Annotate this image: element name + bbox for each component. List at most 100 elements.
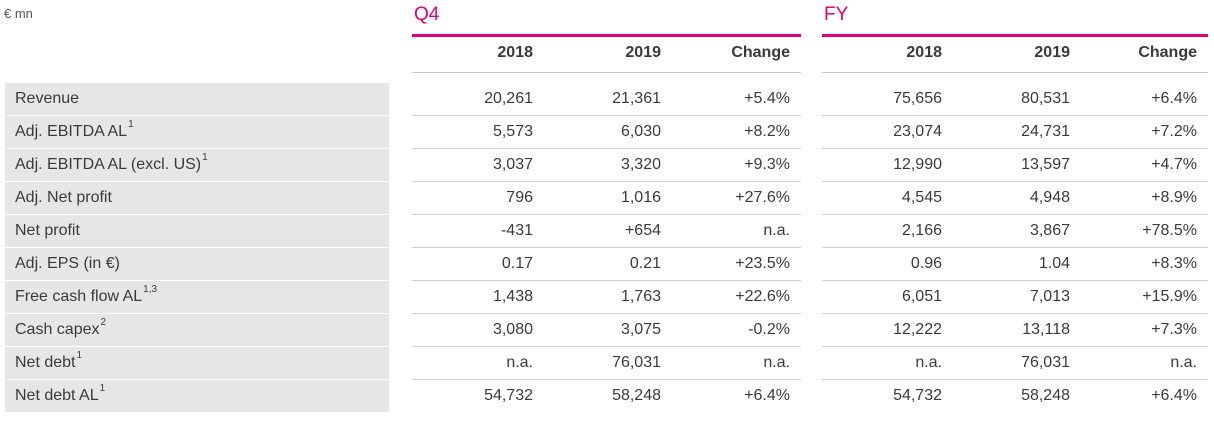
row-label: Net profit (5, 215, 389, 247)
fy-cell-change: +6.4% (1151, 387, 1197, 404)
fy-cell-2019: 7,013 (1029, 288, 1070, 305)
footnote-marker: 1 (76, 350, 83, 361)
row-label-text: Net profit (15, 222, 80, 239)
q4-header-rule (412, 72, 801, 73)
row-label-text: Adj. EBITDA AL (excl. US) (15, 156, 202, 173)
q4-cell-2018: 1,438 (492, 288, 533, 305)
q4-cell-2018: 3,037 (492, 156, 533, 173)
q4-cell-change: n.a. (763, 354, 790, 371)
q4-cell-change: +9.3% (744, 156, 790, 173)
q4-cell-2018: n.a. (506, 354, 533, 371)
footnote-marker: 1 (99, 383, 106, 394)
row-divider (412, 346, 801, 347)
q4-cell-change: n.a. (763, 222, 790, 239)
fy-header-2018: 2018 (906, 44, 942, 61)
row-divider (412, 115, 801, 116)
unit-label: € mn (4, 6, 33, 21)
q4-cell-change: +27.6% (735, 189, 790, 206)
fy-cell-change: +15.9% (1142, 288, 1197, 305)
row-label-text: Adj. Net profit (15, 189, 112, 206)
footnote-marker: 2 (100, 317, 107, 328)
row-label-text: Cash capex (15, 321, 100, 338)
fy-cell-2019: 3,867 (1029, 222, 1070, 239)
fy-cell-2019: 1.04 (1038, 255, 1070, 272)
fy-title: FY (824, 4, 849, 25)
fy-header-2019: 2019 (1034, 44, 1070, 61)
q4-header-change: Change (731, 44, 790, 61)
q4-cell-2018: 0.17 (501, 255, 533, 272)
q4-cell-change: -0.2% (748, 321, 790, 338)
row-label-text: Net debt AL (15, 387, 99, 404)
fy-cell-2018: n.a. (915, 354, 942, 371)
q4-cell-2019: 1,763 (620, 288, 661, 305)
fy-cell-change: n.a. (1170, 354, 1197, 371)
q4-cell-2018: -431 (500, 222, 533, 239)
q4-title: Q4 (414, 4, 440, 25)
row-divider (822, 313, 1208, 314)
row-divider (822, 214, 1208, 215)
fy-cell-2018: 0.96 (910, 255, 942, 272)
row-label: Net debt1 (5, 347, 389, 379)
fy-cell-change: +7.3% (1151, 321, 1197, 338)
fy-cell-change: +8.9% (1151, 189, 1197, 206)
q4-cell-2019: 21,361 (612, 90, 661, 107)
q4-cell-change: +8.2% (744, 123, 790, 140)
fy-cell-change: +7.2% (1151, 123, 1197, 140)
fy-cell-2018: 6,051 (901, 288, 942, 305)
row-label: Cash capex2 (5, 314, 389, 346)
footnote-marker: 1 (128, 119, 134, 130)
q4-cell-2019: 0.21 (629, 255, 661, 272)
footnote-marker: 1,3 (143, 284, 158, 295)
footnote-marker: 1 (202, 152, 208, 163)
q4-cell-2018: 3,080 (492, 321, 533, 338)
q4-cell-2019: 1,016 (620, 189, 661, 206)
row-label: Adj. EBITDA AL1 (5, 116, 389, 148)
q4-cell-2019: 6,030 (620, 123, 661, 140)
row-label: Adj. Net profit (5, 182, 389, 214)
q4-cell-2019: 76,031 (612, 354, 661, 371)
q4-cell-2019: +654 (624, 222, 661, 239)
fy-header-rule (822, 72, 1208, 73)
q4-cell-2019: 3,075 (620, 321, 661, 338)
fy-cell-2019: 58,248 (1021, 387, 1070, 404)
fy-cell-change: +4.7% (1151, 156, 1197, 173)
fy-cell-change: +78.5% (1142, 222, 1197, 239)
row-divider (822, 346, 1208, 347)
row-divider (412, 148, 801, 149)
row-label: Adj. EPS (in €) (5, 248, 389, 280)
q4-cell-change: +5.4% (744, 90, 790, 107)
fy-cell-2018: 23,074 (893, 123, 942, 140)
row-label-text: Free cash flow AL (15, 288, 143, 305)
row-divider (822, 148, 1208, 149)
fy-cell-2019: 80,531 (1021, 90, 1070, 107)
row-label-text: Revenue (15, 90, 80, 107)
row-label: Adj. EBITDA AL (excl. US)1 (5, 149, 389, 181)
fy-accent-line (822, 34, 1208, 37)
q4-cell-2018: 54,732 (484, 387, 533, 404)
row-label: Free cash flow AL1,3 (5, 281, 389, 313)
q4-header-2019: 2019 (625, 44, 661, 61)
q4-cell-change: +23.5% (735, 255, 790, 272)
fy-cell-change: +8.3% (1151, 255, 1197, 272)
row-label: Revenue (5, 83, 389, 115)
fy-header-change: Change (1138, 44, 1197, 61)
row-divider (412, 181, 801, 182)
fy-cell-2018: 2,166 (901, 222, 942, 239)
row-divider (412, 280, 801, 281)
fy-cell-2019: 4,948 (1029, 189, 1070, 206)
row-divider (412, 313, 801, 314)
q4-header-2018: 2018 (497, 44, 533, 61)
q4-cell-change: +22.6% (735, 288, 790, 305)
q4-cell-2019: 58,248 (612, 387, 661, 404)
fy-cell-2019: 76,031 (1021, 354, 1070, 371)
row-divider (822, 379, 1208, 380)
fy-cell-2018: 4,545 (901, 189, 942, 206)
row-divider (822, 280, 1208, 281)
row-divider (822, 247, 1208, 248)
fy-cell-2019: 13,118 (1022, 321, 1070, 338)
q4-cell-2019: 3,320 (620, 156, 661, 173)
fy-cell-2018: 12,990 (893, 156, 942, 173)
row-divider (412, 247, 801, 248)
row-divider (822, 181, 1208, 182)
row-label-text: Adj. EBITDA AL (15, 123, 128, 140)
